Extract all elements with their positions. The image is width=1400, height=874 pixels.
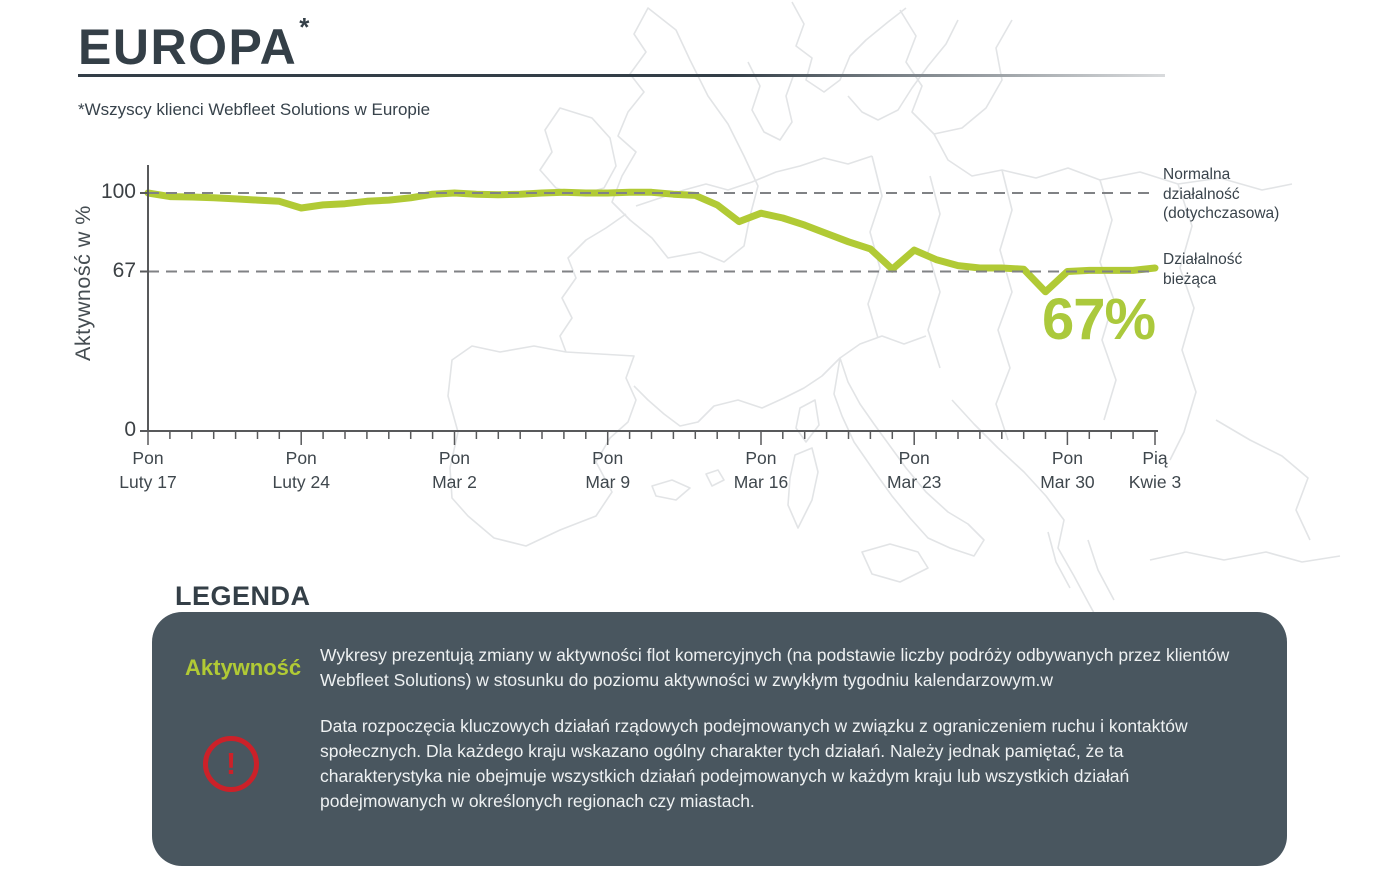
y-axis-tick-label: 0 — [124, 418, 136, 441]
x-axis-tick-label: Pon Mar 16 — [733, 448, 789, 492]
x-axis-tick-label: Pon Mar 30 — [1040, 448, 1095, 492]
legend-item-label-column: Aktywność — [185, 655, 320, 681]
x-axis-tick-label: Pon Luty 24 — [272, 448, 330, 492]
legend-heading: LEGENDA — [175, 581, 311, 611]
x-axis-tick-label: Pon Mar 2 — [432, 448, 477, 492]
reference-label-normal-activity: Normalna działalność (dotychczasowa) — [1163, 166, 1280, 223]
title-underline — [78, 74, 1165, 77]
reference-label-current-activity: Działalność bieżąca — [1163, 251, 1243, 288]
legend-item-text: Data rozpoczęcia kluczowych działań rząd… — [320, 716, 1188, 812]
legend-panel: Aktywność Wykresy prezentują zmiany w ak… — [152, 612, 1287, 866]
page-subtitle: *Wszyscy klienci Webfleet Solutions w Eu… — [78, 100, 431, 119]
title-asterisk: * — [299, 12, 311, 42]
x-axis-tick-label: Pon Mar 9 — [585, 448, 631, 492]
y-axis-tick-label: 67 — [112, 258, 136, 282]
warning-icon: ! — [203, 736, 259, 793]
legend-item-label: Aktywność — [185, 655, 302, 681]
legend-item-government-measures: ! Data rozpoczęcia kluczowych działań rz… — [185, 714, 1233, 814]
x-axis-tick-label: Pon Mar 23 — [886, 448, 942, 492]
x-axis-tick-label: Pią Kwie 3 — [1128, 448, 1182, 492]
page-title: EUROPA* — [78, 12, 311, 75]
x-axis-tick-label: Pon Luty 17 — [119, 448, 177, 492]
legend-item-text: Wykresy prezentują zmiany w aktywności f… — [320, 645, 1230, 691]
legend-item-icon-column: ! — [185, 736, 320, 793]
legend-item-activity: Aktywność Wykresy prezentują zmiany w ak… — [185, 643, 1233, 693]
y-axis-tick-label: 100 — [100, 180, 136, 203]
current-activity-value: 67% — [1042, 287, 1156, 352]
